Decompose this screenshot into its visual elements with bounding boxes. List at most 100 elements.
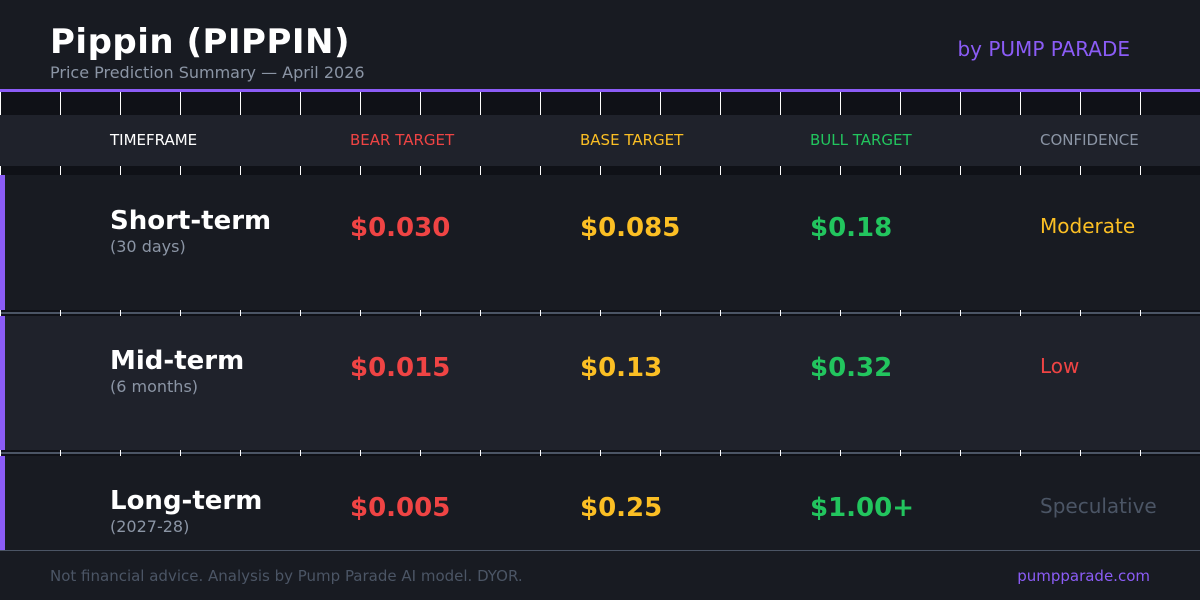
row-accent-bar	[0, 456, 5, 550]
tick-mark	[360, 166, 361, 175]
tick-mark	[360, 92, 361, 115]
tick-mark	[600, 166, 601, 175]
accent-divider	[0, 89, 1200, 92]
tick-mark	[1140, 92, 1141, 115]
tick-mark	[720, 166, 721, 175]
table-row: Mid-term (6 months) $0.015 $0.13 $0.32 L…	[0, 316, 1200, 450]
page-title: Pippin (PIPPIN)	[50, 22, 351, 62]
tick-mark	[960, 166, 961, 175]
base-target-value: $0.085	[580, 213, 681, 243]
timeframe-period: (2027-28)	[110, 517, 190, 536]
tick-mark	[480, 166, 481, 175]
tick-mark	[180, 166, 181, 175]
footer: Not financial advice. Analysis by Pump P…	[0, 551, 1200, 600]
table-row: Short-term (30 days) $0.030 $0.085 $0.18…	[0, 175, 1200, 310]
row-separator	[0, 310, 1200, 316]
tick-mark	[240, 450, 241, 456]
tick-mark	[1020, 310, 1021, 316]
tick-mark	[420, 92, 421, 115]
row-accent-bar	[0, 175, 5, 310]
header-timeframe: TIMEFRAME	[110, 131, 198, 149]
tick-mark	[900, 310, 901, 316]
tick-mark	[480, 92, 481, 115]
bull-target-value: $1.00+	[810, 493, 915, 523]
footer-divider	[0, 550, 1200, 551]
base-target-value: $0.25	[580, 493, 663, 523]
tick-mark	[240, 92, 241, 115]
header-bull-target: BULL TARGET	[810, 131, 912, 149]
header-bear-target: BEAR TARGET	[350, 131, 455, 149]
tick-mark	[660, 166, 661, 175]
tick-mark	[600, 450, 601, 456]
tick-band-top	[0, 92, 1200, 115]
tick-mark	[720, 92, 721, 115]
tick-mark	[480, 450, 481, 456]
tick-mark	[360, 450, 361, 456]
tick-mark	[0, 310, 1, 316]
tick-mark	[240, 310, 241, 316]
tick-mark	[60, 166, 61, 175]
bear-target-value: $0.005	[350, 493, 451, 523]
tick-mark	[840, 166, 841, 175]
tick-mark	[120, 310, 121, 316]
tick-mark	[0, 450, 1, 456]
page-subtitle: Price Prediction Summary — April 2026	[50, 63, 365, 82]
timeframe-name: Long-term	[110, 486, 263, 516]
tick-mark	[1080, 92, 1081, 115]
tick-mark	[300, 450, 301, 456]
row-accent-bar	[0, 316, 5, 450]
tick-mark	[420, 450, 421, 456]
site-link[interactable]: pumpparade.com	[1017, 567, 1150, 585]
disclaimer-text: Not financial advice. Analysis by Pump P…	[50, 567, 523, 585]
tick-mark	[1140, 450, 1141, 456]
tick-mark	[780, 310, 781, 316]
tick-mark	[840, 92, 841, 115]
tick-mark	[660, 450, 661, 456]
tick-mark	[480, 310, 481, 316]
tick-mark	[1080, 310, 1081, 316]
table-header: TIMEFRAME BEAR TARGET BASE TARGET BULL T…	[0, 115, 1200, 166]
bull-target-value: $0.18	[810, 213, 893, 243]
timeframe-period: (6 months)	[110, 377, 199, 396]
tick-mark	[60, 92, 61, 115]
tick-mark	[780, 92, 781, 115]
tick-mark	[660, 310, 661, 316]
tick-mark	[1140, 166, 1141, 175]
tick-mark	[1020, 166, 1021, 175]
tick-mark	[60, 310, 61, 316]
tick-mark	[180, 92, 181, 115]
tick-band-mid	[0, 166, 1200, 175]
tick-mark	[240, 166, 241, 175]
tick-mark	[180, 450, 181, 456]
tick-mark	[900, 92, 901, 115]
header-base-target: BASE TARGET	[580, 131, 684, 149]
tick-mark	[300, 92, 301, 115]
table-row: Long-term (2027-28) $0.005 $0.25 $1.00+ …	[0, 456, 1200, 550]
base-target-value: $0.13	[580, 353, 663, 383]
tick-mark	[780, 450, 781, 456]
tick-mark	[900, 450, 901, 456]
timeframe-name: Mid-term	[110, 346, 245, 376]
tick-mark	[840, 310, 841, 316]
brand-label: by PUMP PARADE	[957, 37, 1130, 61]
tick-mark	[720, 450, 721, 456]
tick-mark	[540, 310, 541, 316]
tick-mark	[420, 166, 421, 175]
tick-mark	[780, 166, 781, 175]
bear-target-value: $0.030	[350, 213, 451, 243]
tick-mark	[900, 166, 901, 175]
tick-mark	[360, 310, 361, 316]
timeframe-name: Short-term	[110, 206, 272, 236]
tick-mark	[0, 92, 1, 115]
tick-mark	[180, 310, 181, 316]
confidence-value: Speculative	[1040, 494, 1157, 518]
confidence-value: Low	[1040, 354, 1080, 378]
tick-mark	[420, 310, 421, 316]
tick-mark	[540, 92, 541, 115]
tick-mark	[540, 450, 541, 456]
tick-mark	[540, 166, 541, 175]
header: Pippin (PIPPIN) Price Prediction Summary…	[0, 0, 1200, 89]
tick-mark	[120, 92, 121, 115]
tick-mark	[120, 166, 121, 175]
tick-mark	[120, 450, 121, 456]
